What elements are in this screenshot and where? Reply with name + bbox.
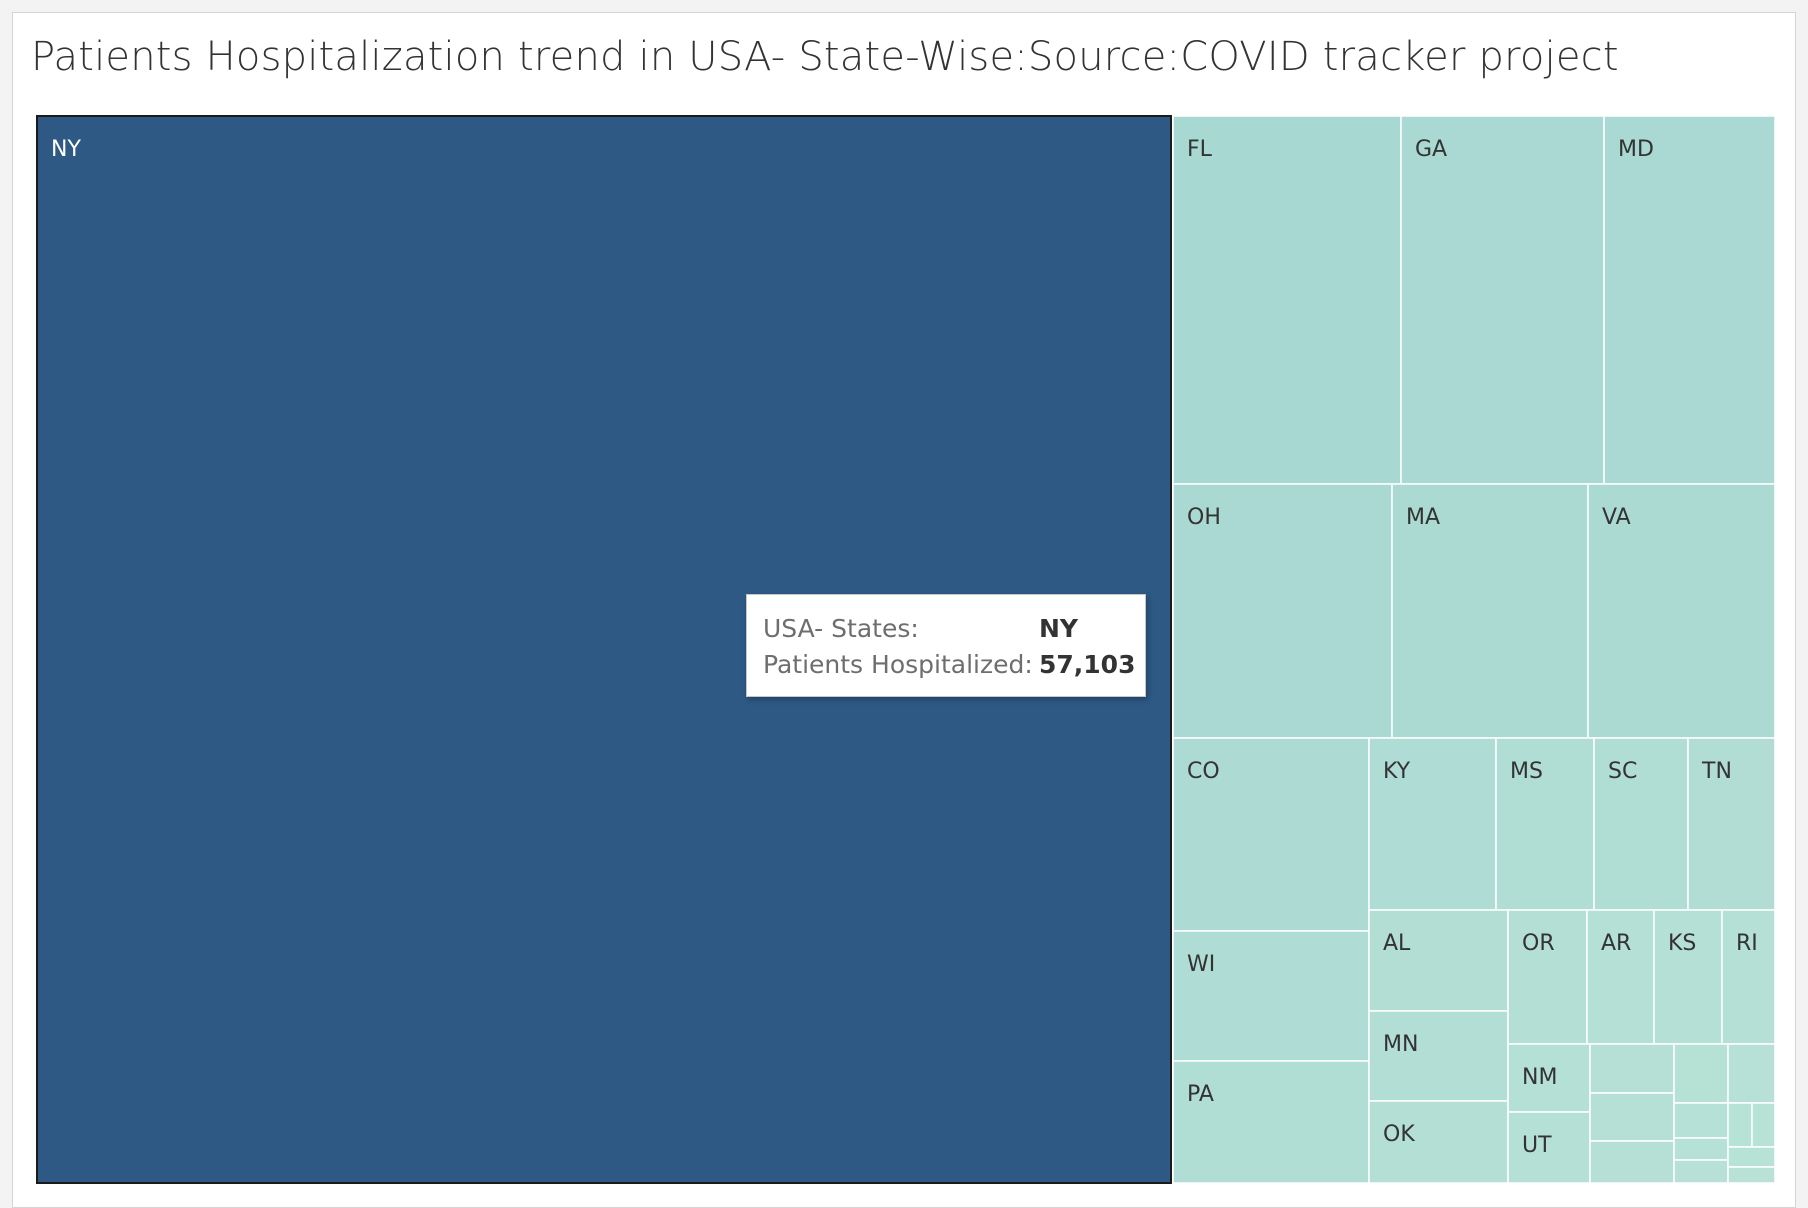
treemap-label-al: AL (1383, 931, 1411, 956)
treemap-label-ky: KY (1383, 759, 1411, 784)
treemap-label-ok: OK (1383, 1122, 1415, 1147)
tooltip-value-value: 57,103 (1039, 650, 1136, 679)
treemap-tile[interactable] (1673, 1137, 1729, 1161)
treemap-label-md: MD (1618, 137, 1654, 162)
treemap-label-ks: KS (1668, 931, 1696, 956)
treemap-tile-va[interactable] (1587, 483, 1776, 739)
treemap-tile-al[interactable] (1368, 909, 1509, 1012)
treemap-tile[interactable] (1727, 1102, 1753, 1148)
treemap-label-tn: TN (1701, 759, 1732, 784)
treemap-tile-pa[interactable] (1172, 1060, 1370, 1184)
treemap-tile-tn[interactable] (1687, 737, 1776, 911)
treemap-tile[interactable] (1727, 1146, 1776, 1168)
treemap-label-ga: GA (1415, 137, 1447, 162)
treemap-tile[interactable] (1589, 1092, 1675, 1142)
tooltip-value-row: Patients Hospitalized: 57,103 (763, 650, 1135, 679)
treemap-tile-co[interactable] (1172, 737, 1370, 932)
tooltip-value-key: Patients Hospitalized: (763, 650, 1033, 679)
tooltip-state-value: NY (1039, 614, 1079, 643)
tooltip-state-row: USA- States: NY (763, 614, 1078, 643)
treemap-label-mn: MN (1383, 1032, 1418, 1057)
treemap-label-or: OR (1522, 931, 1555, 956)
treemap-tile-oh[interactable] (1172, 483, 1393, 739)
treemap-tile-mn[interactable] (1368, 1010, 1509, 1102)
treemap-tile[interactable] (1673, 1043, 1729, 1104)
treemap-tile-ok[interactable] (1368, 1100, 1509, 1184)
treemap-label-fl: FL (1187, 137, 1213, 162)
treemap-tile-wi[interactable] (1172, 930, 1370, 1062)
treemap-label-sc: SC (1608, 759, 1637, 784)
treemap-tile[interactable] (1751, 1102, 1776, 1148)
treemap-tile[interactable] (1727, 1043, 1776, 1104)
treemap-tile[interactable] (1673, 1159, 1729, 1184)
treemap-tile-ga[interactable] (1400, 115, 1605, 485)
treemap-tile-md[interactable] (1603, 115, 1776, 485)
treemap-label-ma: MA (1406, 505, 1440, 530)
chart-title: Patients Hospitalization trend in USA- S… (31, 34, 1619, 80)
treemap-tile[interactable] (1727, 1166, 1776, 1184)
treemap-tile-or[interactable] (1507, 909, 1588, 1045)
treemap-label-oh: OH (1187, 505, 1221, 530)
treemap-label-ny: NY (51, 137, 81, 162)
treemap-tile-ma[interactable] (1391, 483, 1589, 739)
treemap-label-ar: AR (1601, 931, 1631, 956)
treemap-tile-sc[interactable] (1593, 737, 1689, 911)
tooltip-state-key: USA- States: (763, 614, 919, 643)
treemap-tile-nm[interactable] (1507, 1043, 1591, 1113)
treemap-label-wi: WI (1187, 952, 1215, 977)
treemap-label-ms: MS (1510, 759, 1543, 784)
treemap-label-pa: PA (1187, 1082, 1214, 1107)
treemap-label-ut: UT (1522, 1133, 1552, 1158)
treemap-label-va: VA (1602, 505, 1631, 530)
treemap-label-co: CO (1187, 759, 1220, 784)
treemap-tile-ks[interactable] (1653, 909, 1723, 1045)
treemap-tile-fl[interactable] (1172, 115, 1402, 485)
treemap-label-nm: NM (1522, 1065, 1557, 1090)
tooltip: USA- States: NY Patients Hospitalized: 57,… (746, 594, 1146, 697)
treemap-tile[interactable] (1673, 1102, 1729, 1139)
treemap-tile[interactable] (1589, 1043, 1675, 1094)
treemap-label-ri: RI (1736, 931, 1758, 956)
treemap-tile[interactable] (1589, 1140, 1675, 1184)
